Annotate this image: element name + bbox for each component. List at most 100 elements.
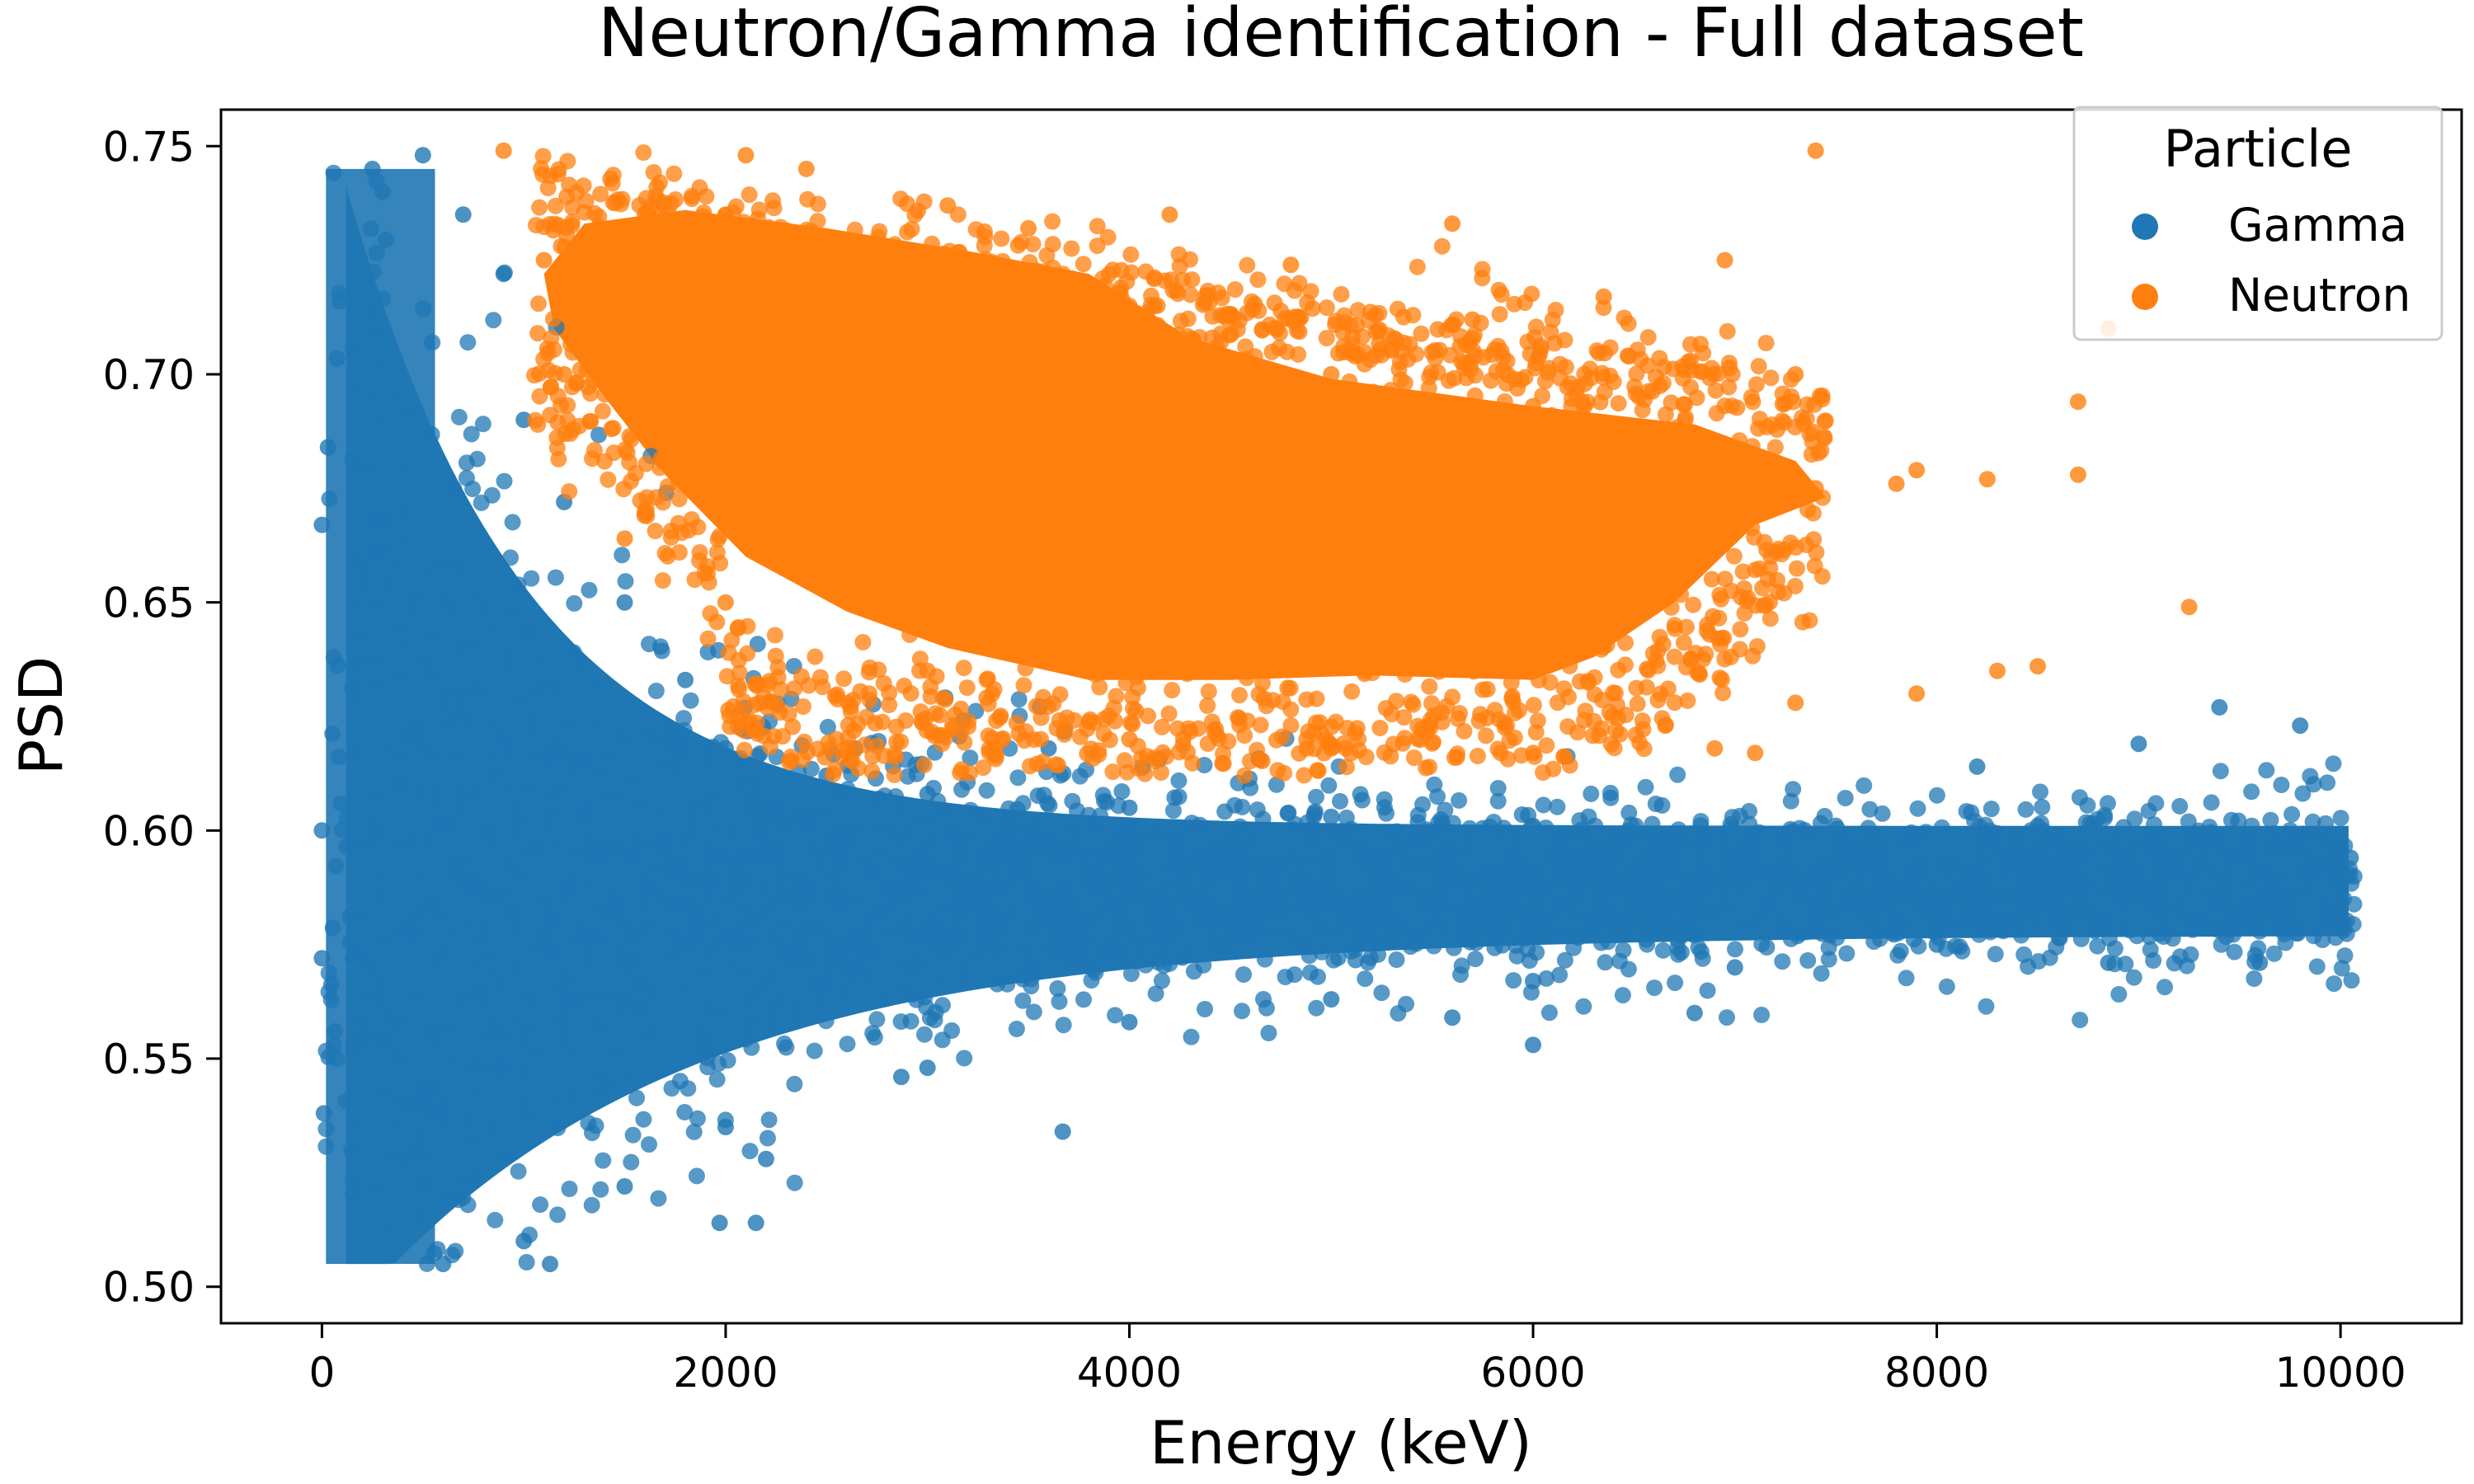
gamma-point <box>837 984 854 1001</box>
neutron-point <box>637 206 653 223</box>
neutron-point <box>1498 353 1516 370</box>
neutron-point <box>1446 749 1463 766</box>
neutron-point <box>956 734 973 751</box>
gamma-point <box>683 796 700 814</box>
neutron-point <box>666 165 683 182</box>
gamma-point <box>1671 870 1688 887</box>
gamma-point <box>2046 827 2062 843</box>
neutron-point <box>835 670 853 688</box>
gamma-point <box>1947 937 1964 955</box>
gamma-point <box>1413 851 1430 868</box>
neutron-point <box>1058 314 1075 331</box>
neutron-point <box>1020 219 1037 237</box>
gamma-point <box>1164 802 1182 819</box>
gamma-point <box>2157 979 2173 996</box>
gamma-point <box>482 963 500 980</box>
neutron-point <box>1127 702 1145 720</box>
gamma-point <box>844 968 862 985</box>
gamma-point <box>1451 791 1468 809</box>
neutron-point <box>1403 693 1420 711</box>
gamma-point <box>468 675 485 693</box>
gamma-point <box>597 787 614 804</box>
gamma-point <box>495 1024 512 1041</box>
gamma-point <box>1602 789 1620 806</box>
neutron-point <box>1360 614 1377 632</box>
neutron-point <box>590 218 608 235</box>
gamma-point <box>332 795 350 812</box>
gamma-point <box>2020 845 2036 862</box>
gamma-point <box>1707 903 1724 920</box>
gamma-point <box>1270 927 1287 943</box>
neutron-point <box>798 221 816 238</box>
gamma-point <box>690 1021 708 1038</box>
gamma-point <box>2155 851 2172 868</box>
neutron-point <box>575 177 592 195</box>
gamma-point <box>344 680 361 697</box>
neutron-point <box>1094 322 1111 339</box>
gamma-point <box>476 997 493 1014</box>
gamma-point <box>463 425 480 443</box>
gamma-point <box>327 857 345 875</box>
gamma-point <box>1592 914 1609 932</box>
neutron-point <box>1144 368 1161 385</box>
gamma-point <box>787 998 804 1016</box>
gamma-point <box>486 1120 503 1138</box>
gamma-point <box>2130 918 2147 935</box>
neutron-point <box>534 148 552 165</box>
neutron-point <box>1044 323 1061 340</box>
gamma-point <box>956 969 973 986</box>
gamma-point <box>624 848 642 865</box>
gamma-point <box>331 749 348 765</box>
gamma-point <box>1644 815 1661 833</box>
neutron-point <box>1405 749 1423 767</box>
gamma-point <box>650 839 667 857</box>
gamma-point <box>1758 939 1776 956</box>
neutron-point <box>844 246 862 263</box>
neutron-point <box>1466 387 1484 404</box>
gamma-point <box>586 1012 604 1029</box>
x-tick-label: 0 <box>308 1349 335 1397</box>
gamma-point <box>641 1136 657 1153</box>
gamma-point <box>573 919 590 937</box>
neutron-point <box>1595 288 1612 305</box>
gamma-point <box>347 555 365 572</box>
plot-frame <box>219 108 2463 1325</box>
neutron-point <box>1104 261 1122 279</box>
gamma-point <box>320 984 337 1000</box>
gamma-point <box>1888 909 1905 926</box>
gamma-point <box>414 654 431 670</box>
gamma-point <box>1692 817 1710 834</box>
gamma-point <box>468 1166 485 1183</box>
neutron-point <box>1619 347 1636 364</box>
neutron-point <box>1578 393 1596 411</box>
neutron-point <box>854 633 872 650</box>
gamma-point <box>1663 848 1680 866</box>
neutron-point <box>1629 695 1646 712</box>
neutron-point <box>1803 446 1820 463</box>
neutron-point <box>799 190 816 208</box>
neutron-point <box>1628 365 1645 383</box>
gamma-point <box>692 916 709 933</box>
gamma-point <box>367 594 384 611</box>
gamma-point <box>1049 979 1066 997</box>
neutron-point <box>1527 724 1545 741</box>
gamma-point <box>2072 930 2090 947</box>
neutron-point <box>993 731 1010 749</box>
neutron-point <box>1540 359 1558 377</box>
gamma-point <box>1493 869 1511 886</box>
gamma-point <box>2189 822 2207 839</box>
neutron-point <box>1238 669 1255 687</box>
gamma-point <box>423 832 440 849</box>
gamma-point <box>910 865 928 882</box>
neutron-point <box>794 698 811 715</box>
neutron-point <box>1396 666 1413 683</box>
neutron-point <box>919 662 936 679</box>
gamma-point <box>1095 849 1112 866</box>
gamma-point <box>759 1129 776 1147</box>
neutron-point <box>1807 142 1824 159</box>
y-tick-label: 0.60 <box>103 807 195 855</box>
gamma-point <box>872 842 889 858</box>
gamma-point <box>1306 803 1324 820</box>
gamma-point <box>924 854 942 871</box>
neutron-point <box>2180 599 2198 616</box>
